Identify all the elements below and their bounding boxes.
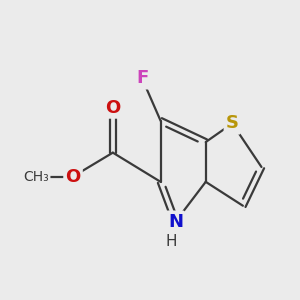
Text: H: H (166, 234, 177, 249)
Text: CH₃: CH₃ (23, 169, 49, 184)
Text: S: S (226, 115, 239, 133)
Text: O: O (65, 167, 81, 185)
Text: N: N (168, 213, 183, 231)
Text: F: F (136, 69, 148, 87)
Text: O: O (105, 98, 121, 116)
